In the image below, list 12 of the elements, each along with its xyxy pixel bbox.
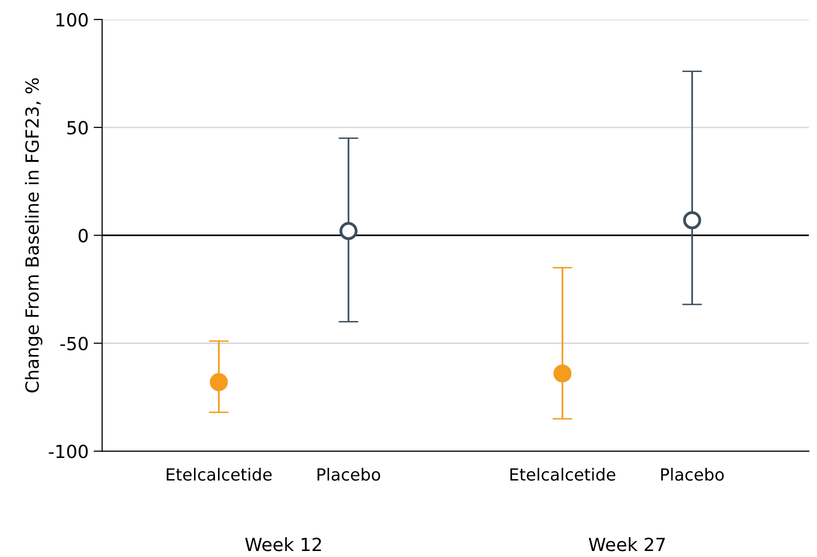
y-tick-label: -100	[48, 444, 88, 458]
y-tick-label: -50	[60, 336, 88, 350]
x-tick-label: Placebo	[318, 468, 380, 481]
y-tick-label: 50	[67, 120, 88, 135]
y-tick-label: 100	[56, 12, 88, 27]
x-tick-label: Etelcalcetide	[510, 468, 616, 481]
y-axis-title: Change From Baseline in FGF23, %	[24, 78, 42, 392]
text: Week 12	[245, 537, 321, 552]
y-tick-label: 0	[78, 228, 88, 242]
x-tick-label: Placebo	[661, 468, 724, 481]
text: Week 27	[588, 537, 665, 552]
x-tick-label: Etelcalcetide	[166, 468, 272, 481]
